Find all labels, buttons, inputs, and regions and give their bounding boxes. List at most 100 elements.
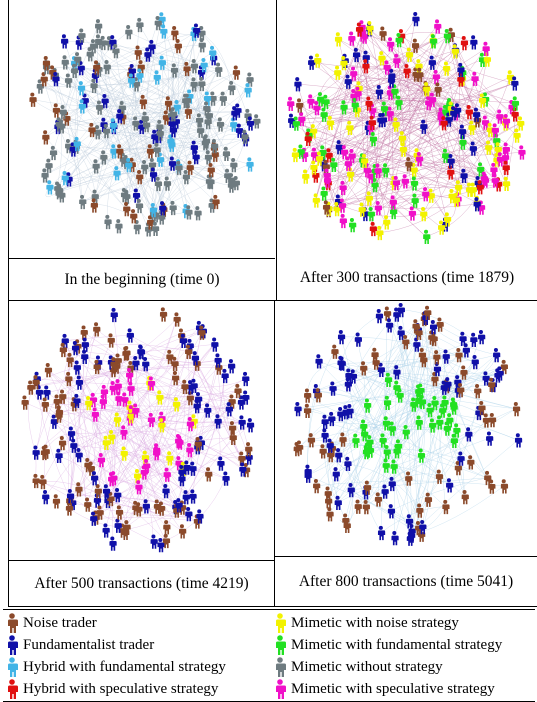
caption-time-0: In the beginning (time 0): [64, 270, 220, 288]
trader-node-mimetic-speculative: [339, 180, 347, 196]
trader-node-mimetic-fundamental: [393, 380, 401, 395]
trader-node-mimetic-fundamental: [383, 395, 392, 410]
trader-node-hybrid-fundamental: [127, 73, 136, 88]
trader-node-fundamentalist: [492, 347, 501, 363]
trader-node-mimetic-noise: [358, 202, 366, 217]
trader-node-noise: [442, 499, 450, 515]
trader-node-fundamentalist: [132, 356, 140, 371]
trader-node-noise: [455, 348, 463, 363]
trader-node-noise: [178, 524, 187, 539]
trader-node-noise: [307, 433, 316, 448]
trader-node-fundamentalist: [126, 328, 134, 343]
trader-node-fundamentalist: [150, 129, 159, 144]
trader-node-mimetic-fundamental: [371, 177, 379, 193]
network-nodes: [286, 12, 526, 244]
trader-node-noise: [434, 82, 442, 97]
trader-node-hybrid-fundamental: [158, 55, 166, 70]
legend: Noise trader Mimetic with noise strategy…: [3, 609, 535, 702]
trader-node-mimetic-speculative: [121, 392, 129, 407]
trader-node-mimetic-without: [78, 194, 87, 210]
trader-node-fundamentalist: [144, 47, 152, 62]
trader-node-noise: [487, 479, 496, 494]
trader-node-noise: [41, 397, 49, 412]
trader-node-fundamentalist: [55, 448, 63, 463]
trader-node-fundamentalist: [307, 55, 316, 70]
trader-node-fundamentalist: [442, 349, 450, 364]
trader-node-mimetic-without: [190, 59, 199, 74]
trader-node-mimetic-speculative: [185, 442, 194, 458]
trader-node-noise: [401, 334, 410, 350]
trader-node-mimetic-noise: [405, 47, 414, 62]
trader-node-noise: [416, 67, 424, 82]
legend-label: Mimetic with noise strategy: [291, 614, 459, 631]
trader-node-fundamentalist: [60, 34, 69, 49]
trader-node-mimetic-speculative: [386, 37, 395, 52]
trader-node-mimetic-noise: [333, 65, 342, 80]
trader-node-noise: [88, 122, 96, 138]
trader-node-noise: [229, 430, 237, 445]
trader-node-mimetic-without: [169, 200, 177, 216]
trader-node-hybrid-fundamental: [153, 70, 161, 85]
trader-node-mimetic-fundamental: [511, 96, 520, 111]
trader-node-fundamentalist: [327, 411, 336, 427]
legend-item-mimetic-noise: Mimetic with noise strategy: [273, 612, 459, 634]
trader-node-fundamentalist: [210, 337, 219, 352]
trader-node-mimetic-without: [202, 101, 211, 116]
trader-node-fundamentalist: [90, 471, 99, 486]
trader-node-mimetic-speculative: [176, 435, 184, 450]
trader-node-noise: [58, 436, 67, 451]
trader-node-noise: [32, 375, 40, 390]
grid-line-vertical-bottom: [274, 300, 275, 606]
trader-node-fundamentalist: [186, 380, 195, 395]
trader-node-fundamentalist: [175, 498, 183, 513]
trader-node-mimetic-noise: [334, 32, 343, 47]
trader-node-mimetic-fundamental: [292, 116, 300, 131]
trader-node-noise: [435, 469, 444, 484]
person-icon: [275, 635, 286, 655]
trader-node-hybrid-fundamental: [110, 144, 118, 159]
trader-node-fundamentalist: [113, 488, 122, 503]
trader-node-mimetic-speculative: [147, 412, 156, 428]
trader-node-noise: [295, 98, 304, 113]
trader-node-fundamentalist: [137, 345, 146, 360]
trader-node-mimetic-without: [103, 60, 111, 75]
trader-node-fundamentalist: [238, 462, 247, 477]
trader-node-mimetic-fundamental: [428, 418, 437, 433]
trader-node-fundamentalist: [197, 65, 206, 80]
trader-node-noise: [92, 322, 101, 337]
trader-node-mimetic-without: [57, 188, 66, 203]
trader-node-noise: [53, 394, 61, 409]
trader-node-noise: [75, 482, 83, 497]
trader-node-noise: [228, 394, 236, 409]
trader-node-mimetic-fundamental: [443, 421, 451, 436]
trader-node-mimetic-speculative: [389, 195, 397, 210]
trader-node-fundamentalist: [294, 77, 302, 92]
trader-node-mimetic-speculative: [120, 425, 128, 440]
trader-node-noise: [478, 400, 486, 416]
trader-node-fundamentalist: [191, 351, 200, 366]
trader-node-fundamentalist: [179, 333, 188, 348]
trader-node-hybrid-speculative: [369, 221, 377, 237]
trader-node-fundamentalist: [294, 401, 302, 417]
trader-node-noise: [424, 492, 433, 507]
legend-label: Mimetic without strategy: [291, 658, 443, 675]
trader-node-mimetic-noise: [291, 147, 300, 163]
trader-node-noise: [488, 412, 497, 428]
trader-node-noise: [461, 489, 469, 505]
trader-node-fundamentalist: [457, 451, 465, 466]
trader-node-fundamentalist: [150, 534, 158, 549]
trader-node-mimetic-speculative: [502, 142, 510, 157]
trader-node-noise: [432, 350, 441, 365]
trader-node-mimetic-noise: [392, 117, 400, 132]
trader-node-mimetic-without: [198, 38, 206, 53]
trader-node-mimetic-fundamental: [379, 433, 387, 448]
trader-node-noise: [482, 413, 491, 428]
trader-node-mimetic-fundamental: [351, 97, 359, 113]
trader-node-noise: [293, 441, 301, 457]
trader-node-noise: [129, 209, 138, 224]
trader-node-mimetic-noise: [375, 225, 384, 241]
trader-node-noise: [90, 198, 98, 213]
trader-node-mimetic-fundamental: [348, 218, 357, 233]
trader-node-mimetic-speculative: [147, 376, 156, 391]
trader-node-fundamentalist: [458, 124, 467, 139]
